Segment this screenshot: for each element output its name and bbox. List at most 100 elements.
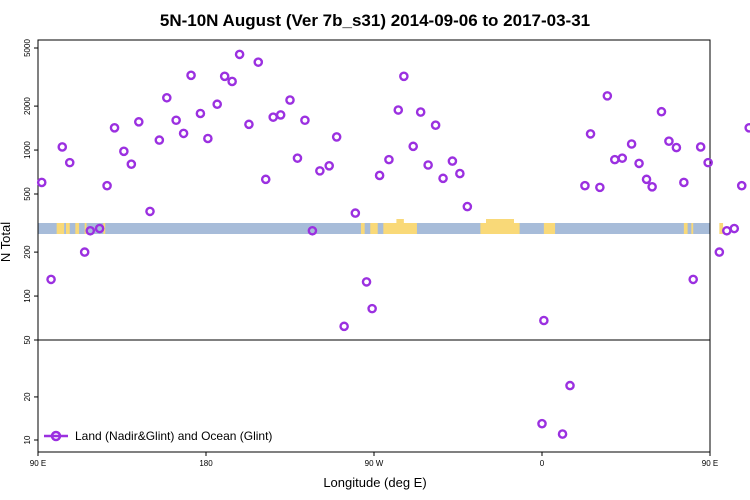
x-tick-label: 180 <box>199 459 213 468</box>
y-axis-label: N Total <box>0 222 13 262</box>
land-segment <box>486 219 514 223</box>
data-point <box>161 92 172 103</box>
land-segment <box>691 223 694 234</box>
data-point <box>634 158 644 169</box>
data-point <box>57 142 68 152</box>
data-point <box>203 133 213 144</box>
land-segment <box>383 223 417 234</box>
data-point <box>595 182 605 193</box>
data-point <box>339 321 349 332</box>
land-segment <box>56 223 65 234</box>
data-point <box>94 223 105 234</box>
data-point <box>539 315 549 326</box>
land-segment <box>719 223 724 234</box>
plot-frame <box>37 39 711 453</box>
data-point <box>664 136 674 146</box>
x-tick-label: 90 W <box>365 459 384 468</box>
chart-title: 5N-10N August (Ver 7b_s31) 2014-09-06 to… <box>160 11 590 30</box>
data-point <box>260 174 271 185</box>
data-point <box>679 177 689 188</box>
data-point <box>361 277 372 287</box>
data-point <box>79 247 90 257</box>
data-point <box>438 173 448 184</box>
data-point <box>714 247 725 257</box>
data-point <box>408 141 419 152</box>
surface-band <box>38 219 724 234</box>
land-segment <box>480 223 520 234</box>
data-point <box>219 71 230 82</box>
data-point <box>85 225 96 236</box>
data-point <box>307 225 318 236</box>
data-point <box>626 139 637 149</box>
land-segment <box>360 223 365 234</box>
data-point <box>102 180 112 191</box>
land-segment <box>370 223 378 234</box>
data-point <box>234 49 245 60</box>
data-point <box>300 115 310 126</box>
data-point <box>423 160 433 170</box>
data-point <box>195 108 206 119</box>
y-tick-label: 10 <box>23 435 32 444</box>
land-segment <box>84 223 87 234</box>
data-point <box>119 146 129 157</box>
y-tick-label: 500 <box>23 187 32 201</box>
data-point <box>610 154 620 165</box>
data-point <box>292 153 303 163</box>
data-point <box>275 110 286 120</box>
data-point <box>703 157 713 168</box>
data-point <box>36 177 47 188</box>
data-point <box>602 91 613 101</box>
legend-label: Land (Nadir&Glint) and Ocean (Glint) <box>75 429 272 443</box>
data-point <box>350 208 361 218</box>
data-point <box>393 105 404 115</box>
data-point <box>46 274 56 285</box>
data-point <box>109 123 120 133</box>
land-segment <box>543 223 556 234</box>
data-point <box>384 154 394 165</box>
y-tick-label: 200 <box>23 245 32 259</box>
data-point <box>430 120 441 130</box>
data-point <box>133 117 144 127</box>
data-point <box>331 132 342 142</box>
data-point <box>641 174 652 185</box>
data-point <box>374 170 385 181</box>
data-point <box>647 182 657 192</box>
y-tick-label: 5000 <box>23 39 32 57</box>
data-point <box>537 418 547 429</box>
plot-border <box>37 39 711 453</box>
land-segment <box>396 219 404 223</box>
y-tick-label: 2000 <box>23 97 32 115</box>
data-point <box>565 380 575 391</box>
data-point <box>253 57 264 67</box>
data-point <box>455 168 465 179</box>
x-tick-label: 90 E <box>702 459 718 468</box>
land-segment <box>75 223 80 234</box>
data-point <box>736 180 747 191</box>
data-point <box>399 71 409 82</box>
y-tick-label: 20 <box>23 392 32 401</box>
data-point <box>64 157 75 168</box>
data-point <box>171 115 181 126</box>
data-point <box>178 128 189 139</box>
data-point <box>145 206 155 217</box>
data-point <box>154 135 165 145</box>
land-segment <box>683 223 688 234</box>
data-point <box>462 201 473 212</box>
legend: Land (Nadir&Glint) and Ocean (Glint) <box>44 429 272 443</box>
data-points <box>36 49 750 439</box>
data-point <box>729 223 740 234</box>
x-axis-label: Longitude (deg E) <box>323 475 426 490</box>
data-point <box>688 274 699 285</box>
data-point <box>557 429 568 439</box>
data-point <box>695 142 706 152</box>
data-point <box>244 119 254 130</box>
legend-marker <box>50 430 62 442</box>
y-tick-label: 100 <box>23 289 32 303</box>
data-point <box>186 70 196 81</box>
data-point <box>722 225 732 236</box>
data-point <box>126 159 137 169</box>
data-point <box>212 99 222 110</box>
y-tick-label: 50 <box>23 335 32 344</box>
